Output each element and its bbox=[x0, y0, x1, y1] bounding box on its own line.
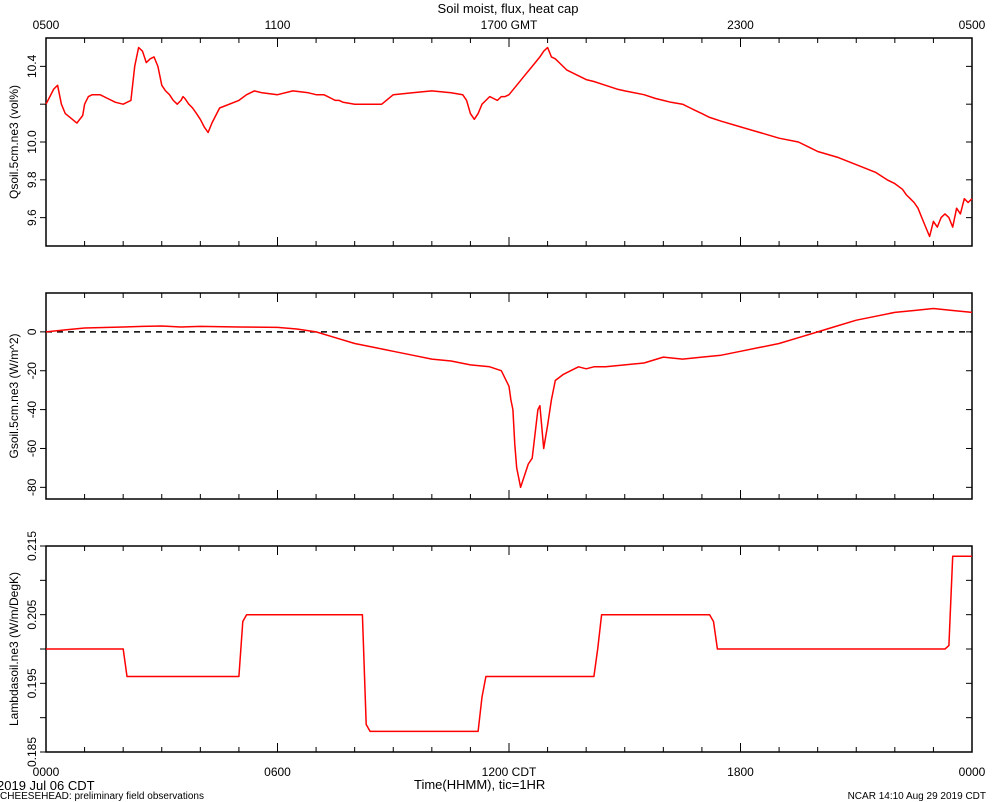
footer-left: CHEESEHEAD: preliminary field observatio… bbox=[0, 791, 204, 802]
x-axis-label: Time(HHMM), tic=1HR bbox=[414, 777, 546, 792]
y-axis-label-2: Gsoil.5cm.ne3 (W/m^2) bbox=[7, 334, 21, 459]
bottom-axis-tick-label: 0600 bbox=[264, 765, 291, 779]
top-axis-tick-label: 1100 bbox=[265, 18, 291, 32]
footer-right: NCAR 14:10 Aug 29 2019 CDT bbox=[847, 791, 986, 802]
y-tick-label: 0 bbox=[25, 328, 39, 335]
top-axis-tick-label: 0500 bbox=[33, 18, 60, 32]
y-tick-label: 10.4 bbox=[25, 54, 39, 78]
bottom-axis-tick-label: 0000 bbox=[33, 765, 60, 779]
y-tick-label: -40 bbox=[25, 401, 39, 419]
series-line-1 bbox=[45, 46, 973, 238]
panel-frame-2 bbox=[45, 292, 973, 500]
y-axis-label-1: Qsoil.5cm.ne3 (vol%) bbox=[7, 85, 21, 199]
top-axis-tick-label: 0500 bbox=[959, 18, 986, 32]
y-tick-label: -60 bbox=[25, 439, 39, 457]
y-tick-label: 0.185 bbox=[25, 737, 39, 767]
bottom-axis-tick-label: 1800 bbox=[727, 765, 754, 779]
y-tick-label: -80 bbox=[25, 478, 39, 496]
y-tick-label: 9.8 bbox=[25, 171, 39, 188]
top-axis-tick-label: 1700 GMT bbox=[481, 18, 538, 32]
bottom-axis-tick-label: 0000 bbox=[959, 765, 986, 779]
chart-title: Soil moist, flux, heat cap bbox=[437, 1, 579, 16]
y-tick-label: 0.205 bbox=[25, 599, 39, 629]
y-tick-label: -20 bbox=[25, 362, 39, 380]
series-line-3 bbox=[46, 555, 972, 733]
y-tick-label: 0.215 bbox=[25, 531, 39, 561]
series-line-2 bbox=[45, 307, 973, 489]
y-axis-label-3: Lambdasoil.ne3 (W/m/DegK) bbox=[7, 572, 21, 726]
top-axis-tick-label: 2300 bbox=[727, 18, 754, 32]
y-tick-label: 9.6 bbox=[25, 209, 39, 226]
y-tick-label: 0.195 bbox=[25, 668, 39, 698]
y-tick-label: 10.0 bbox=[25, 130, 39, 154]
bottom-axis-tick-label: 1200 CDT bbox=[482, 765, 537, 779]
panel-frame-1 bbox=[45, 37, 973, 247]
date-label: 2019 Jul 06 CDT bbox=[0, 778, 95, 793]
